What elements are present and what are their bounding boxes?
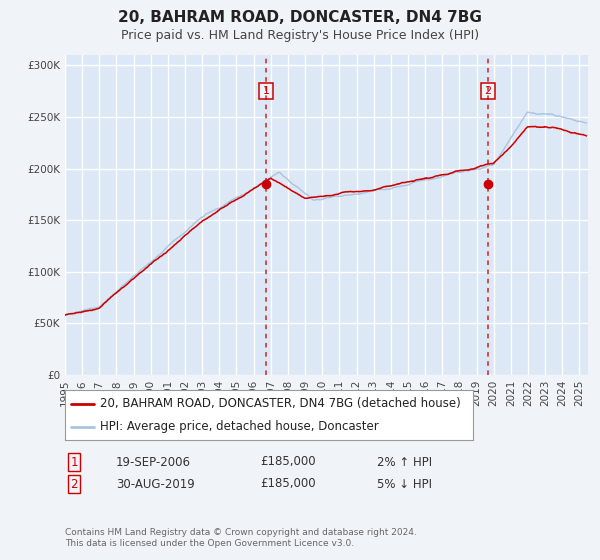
Text: £185,000: £185,000 xyxy=(260,455,316,469)
Text: 20, BAHRAM ROAD, DONCASTER, DN4 7BG: 20, BAHRAM ROAD, DONCASTER, DN4 7BG xyxy=(118,11,482,26)
Text: 19-SEP-2006: 19-SEP-2006 xyxy=(116,455,191,469)
Text: Contains HM Land Registry data © Crown copyright and database right 2024.
This d: Contains HM Land Registry data © Crown c… xyxy=(65,528,417,548)
Text: 1: 1 xyxy=(262,86,269,96)
Text: 2: 2 xyxy=(484,86,491,96)
Text: 2: 2 xyxy=(70,478,78,491)
Text: 1: 1 xyxy=(70,455,78,469)
Text: 30-AUG-2019: 30-AUG-2019 xyxy=(116,478,195,491)
Text: £185,000: £185,000 xyxy=(260,478,316,491)
Text: 20, BAHRAM ROAD, DONCASTER, DN4 7BG (detached house): 20, BAHRAM ROAD, DONCASTER, DN4 7BG (det… xyxy=(100,397,460,410)
Text: 5% ↓ HPI: 5% ↓ HPI xyxy=(377,478,432,491)
Text: HPI: Average price, detached house, Doncaster: HPI: Average price, detached house, Donc… xyxy=(100,420,379,433)
Text: 2% ↑ HPI: 2% ↑ HPI xyxy=(377,455,432,469)
Text: Price paid vs. HM Land Registry's House Price Index (HPI): Price paid vs. HM Land Registry's House … xyxy=(121,29,479,41)
